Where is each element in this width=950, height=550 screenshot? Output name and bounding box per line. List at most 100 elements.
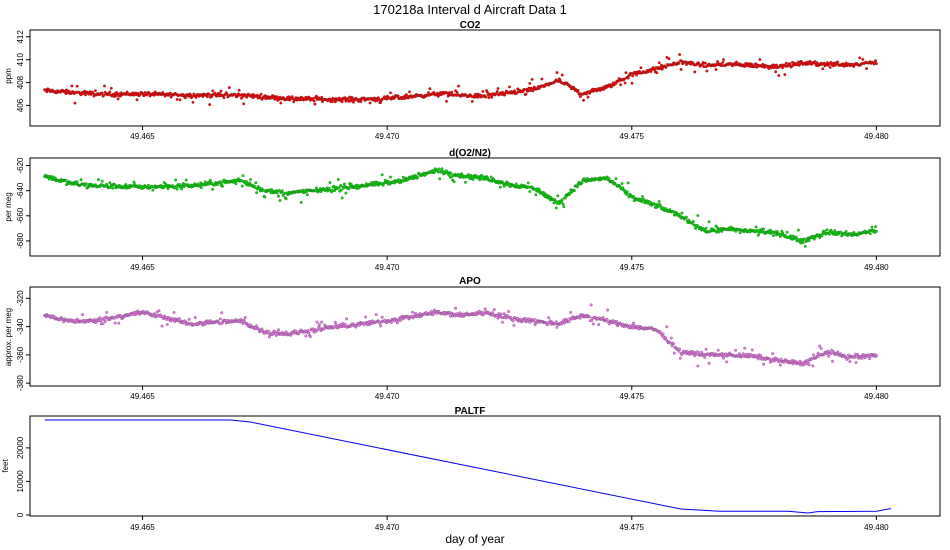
o2n2-data-point bbox=[240, 184, 244, 188]
co2-panel-title: CO2 bbox=[460, 20, 481, 31]
o2n2-data-point bbox=[714, 224, 718, 228]
o2n2-data-point bbox=[844, 230, 848, 234]
apo-data-point bbox=[512, 323, 516, 327]
o2n2-data-point bbox=[248, 181, 252, 185]
co2-data-point bbox=[75, 84, 79, 88]
apo-data-point bbox=[704, 347, 708, 351]
o2n2-data-point bbox=[336, 178, 340, 181]
apo-panel-title: APO bbox=[459, 276, 481, 287]
o2n2-data-point bbox=[327, 186, 331, 190]
co2-data-point bbox=[242, 102, 246, 106]
o2n2-data-point bbox=[576, 185, 579, 189]
apo-data-point bbox=[317, 322, 321, 326]
o2n2-data-point bbox=[166, 187, 170, 191]
o2n2-data-point bbox=[387, 180, 391, 184]
apo-data-point bbox=[615, 319, 619, 323]
apo-data-point bbox=[334, 323, 338, 327]
co2-data-point bbox=[861, 57, 865, 61]
o2n2-data-point bbox=[211, 187, 215, 191]
o2n2-data-point bbox=[552, 201, 556, 205]
apo-data-point bbox=[750, 348, 754, 352]
co2-data-point bbox=[714, 68, 718, 71]
o2n2-data-point bbox=[84, 182, 88, 186]
apo-data-point bbox=[589, 303, 593, 307]
co2-data-point bbox=[487, 96, 491, 100]
co2-data-point bbox=[631, 74, 635, 78]
o2n2-plot-frame bbox=[29, 157, 941, 257]
co2-data-point bbox=[108, 90, 112, 94]
o2n2-data-point bbox=[180, 187, 184, 191]
o2n2-data-point bbox=[464, 180, 467, 184]
co2-data-point bbox=[239, 96, 243, 100]
o2n2-data-point bbox=[75, 180, 79, 184]
o2n2-data-point bbox=[632, 194, 635, 198]
o2n2-data-point bbox=[489, 175, 493, 179]
co2-data-point bbox=[530, 77, 534, 81]
apo-data-point bbox=[101, 322, 105, 326]
o2n2-data-point bbox=[449, 171, 453, 175]
co2-data-point bbox=[208, 103, 212, 107]
apo-data-point bbox=[448, 314, 452, 318]
apo-data-point bbox=[569, 310, 573, 314]
o2n2-y-tick-label: -620 bbox=[16, 157, 25, 174]
o2n2-data-point bbox=[796, 228, 800, 232]
o2n2-data-point bbox=[538, 189, 542, 193]
o2n2-data-point bbox=[208, 178, 212, 182]
co2-data-point bbox=[100, 91, 104, 95]
co2-data-point bbox=[667, 57, 671, 61]
co2-data-point bbox=[259, 92, 263, 96]
co2-data-point bbox=[320, 95, 324, 99]
o2n2-data-point bbox=[416, 175, 420, 179]
co2-data-point bbox=[582, 98, 585, 102]
apo-data-point bbox=[806, 360, 810, 364]
apo-data-point bbox=[255, 324, 259, 328]
apo-data-point bbox=[380, 315, 384, 319]
apo-data-point bbox=[267, 329, 271, 333]
o2n2-data-point bbox=[199, 186, 203, 190]
apo-data-point bbox=[81, 313, 84, 317]
o2n2-data-point bbox=[801, 241, 805, 245]
o2n2-panel-title: d(O2/N2) bbox=[449, 148, 491, 159]
co2-data-point bbox=[350, 95, 354, 99]
o2n2-data-point bbox=[696, 214, 700, 217]
apo-data-point bbox=[722, 356, 725, 360]
o2n2-data-point bbox=[554, 206, 558, 210]
apo-data-point bbox=[860, 356, 864, 360]
o2n2-data-point bbox=[480, 174, 484, 178]
o2n2-data-point bbox=[53, 176, 57, 180]
co2-data-point bbox=[813, 60, 817, 64]
co2-data-point bbox=[178, 98, 182, 102]
apo-data-point bbox=[492, 308, 496, 312]
apo-data-point bbox=[819, 347, 823, 350]
co2-data-point bbox=[175, 97, 179, 101]
apo-data-points bbox=[43, 303, 878, 368]
o2n2-data-point bbox=[626, 181, 630, 185]
co2-data-point bbox=[211, 89, 215, 93]
co2-data-point bbox=[227, 86, 231, 90]
apo-data-point bbox=[345, 317, 349, 321]
co2-data-point bbox=[540, 77, 544, 81]
apo-data-point bbox=[165, 323, 169, 326]
o2n2-y-tick-label: -660 bbox=[16, 207, 25, 224]
o2n2-data-point bbox=[707, 220, 711, 224]
o2n2-data-point bbox=[807, 239, 811, 243]
co2-data-point bbox=[490, 95, 494, 99]
co2-data-point bbox=[485, 90, 489, 94]
apo-data-point bbox=[579, 315, 583, 319]
apo-data-point bbox=[172, 311, 176, 314]
o2n2-data-point bbox=[178, 183, 182, 187]
co2-data-point bbox=[622, 77, 626, 81]
apo-data-point bbox=[117, 321, 121, 325]
o2n2-data-point bbox=[174, 178, 178, 182]
apo-data-point bbox=[113, 321, 117, 325]
o2n2-data-point bbox=[339, 188, 343, 192]
apo-data-point bbox=[483, 307, 487, 311]
o2n2-data-point bbox=[277, 194, 280, 198]
co2-data-point bbox=[660, 63, 663, 67]
o2n2-data-point bbox=[833, 229, 837, 233]
apo-data-point bbox=[807, 363, 811, 367]
o2n2-y-axis-label: per meg bbox=[4, 192, 13, 221]
apo-data-point bbox=[511, 319, 515, 323]
apo-data-point bbox=[491, 311, 495, 315]
o2n2-data-point bbox=[277, 189, 281, 192]
